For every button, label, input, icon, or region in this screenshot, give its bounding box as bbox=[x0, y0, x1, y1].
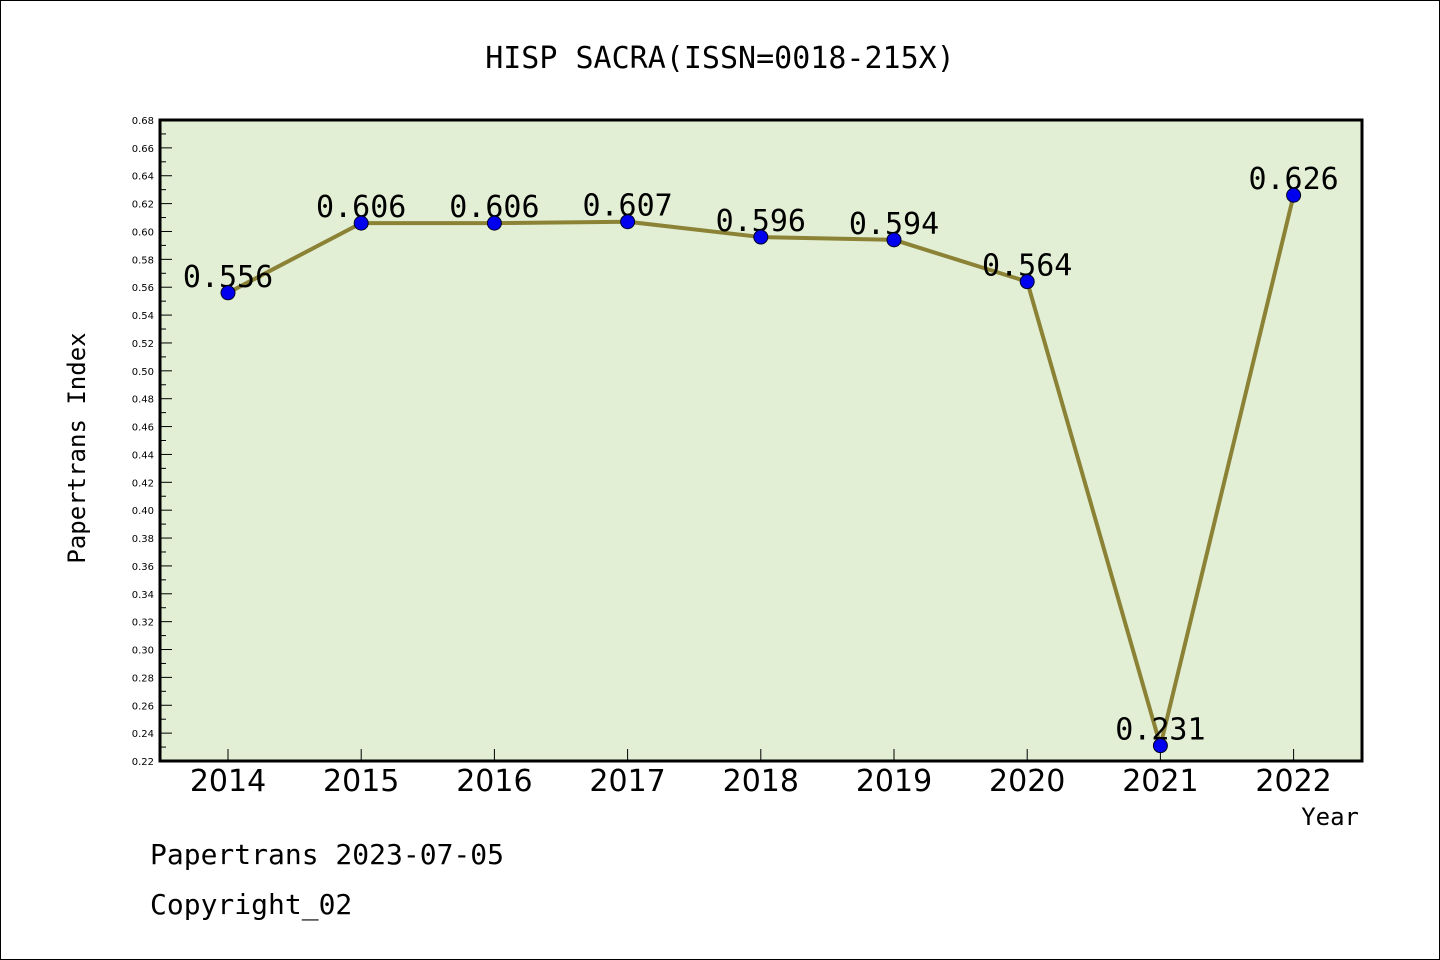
data-point bbox=[220, 285, 236, 301]
x-tick-label: 2015 bbox=[323, 764, 399, 799]
x-tick-label: 2014 bbox=[190, 764, 266, 799]
y-tick-label: 0.38 bbox=[132, 534, 154, 545]
y-tick-label: 0.54 bbox=[132, 311, 154, 322]
chart-title: HISP SACRA(ISSN=0018-215X) bbox=[485, 41, 955, 76]
y-tick-label: 0.44 bbox=[132, 450, 154, 461]
y-tick-label: 0.66 bbox=[132, 144, 154, 155]
y-tick-label: 0.48 bbox=[132, 395, 154, 406]
y-tick-label: 0.60 bbox=[132, 227, 154, 238]
y-tick-label: 0.68 bbox=[132, 116, 154, 127]
data-point bbox=[620, 214, 636, 230]
y-tick-label: 0.30 bbox=[132, 646, 154, 657]
y-tick-label: 0.24 bbox=[132, 729, 154, 740]
y-tick-label: 0.22 bbox=[132, 757, 154, 768]
x-tick-label: 2021 bbox=[1122, 764, 1198, 799]
x-tick-label: 2016 bbox=[456, 764, 532, 799]
y-tick-label: 0.56 bbox=[132, 283, 154, 294]
y-tick-label: 0.42 bbox=[132, 478, 154, 489]
y-tick-label: 0.40 bbox=[132, 506, 154, 517]
x-tick-label: 2018 bbox=[723, 764, 799, 799]
x-tick-label: 2019 bbox=[856, 764, 932, 799]
x-axis-label: Year bbox=[1301, 803, 1359, 831]
x-axis: 2014 2015 2016 2017 2018 2019 2020 2021 2022 bbox=[190, 749, 1332, 799]
data-point bbox=[1286, 187, 1302, 203]
y-axis-label: Papertrans Index bbox=[63, 332, 91, 563]
x-tick-label: 2017 bbox=[589, 764, 665, 799]
y-tick-label: 0.46 bbox=[132, 423, 154, 434]
y-tick-label: 0.62 bbox=[132, 200, 154, 211]
y-tick-label: 0.32 bbox=[132, 618, 154, 629]
y-tick-label: 0.64 bbox=[132, 172, 154, 183]
data-point bbox=[1152, 738, 1168, 754]
footer-copyright: Copyright_02 bbox=[150, 888, 352, 922]
x-tick-label: 2020 bbox=[989, 764, 1065, 799]
data-point bbox=[753, 229, 769, 245]
y-tick-label: 0.34 bbox=[132, 590, 154, 601]
y-tick-label: 0.28 bbox=[132, 673, 154, 684]
y-tick-label: 0.50 bbox=[132, 367, 154, 378]
y-tick-label: 0.36 bbox=[132, 562, 154, 573]
data-point bbox=[353, 215, 369, 231]
y-axis: 0.22 0.24 0.26 0.28 0.30 0.32 0.34 0.36 0.38 0.40… bbox=[132, 116, 172, 768]
y-tick-label: 0.26 bbox=[132, 701, 154, 712]
data-point bbox=[1019, 274, 1035, 290]
data-point bbox=[886, 232, 902, 248]
y-tick-label: 0.52 bbox=[132, 339, 154, 350]
footer-date: Papertrans 2023-07-05 bbox=[150, 838, 504, 871]
data-point bbox=[486, 215, 502, 231]
y-tick-label: 0.58 bbox=[132, 255, 154, 266]
x-tick-label: 2022 bbox=[1255, 764, 1331, 799]
